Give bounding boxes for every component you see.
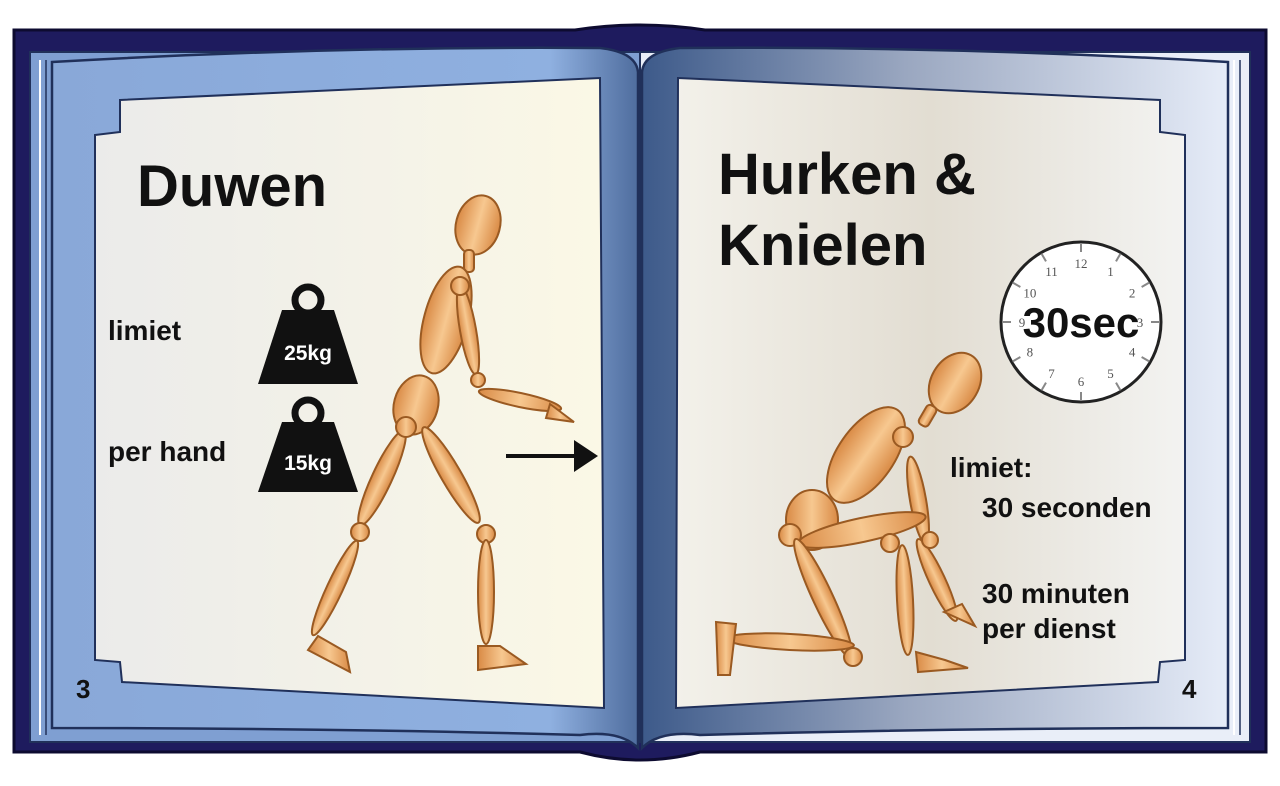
right-title-line1: Hurken & — [718, 142, 976, 207]
clock-number: 12 — [1075, 256, 1088, 271]
left-page-title: Duwen — [137, 154, 328, 219]
per-hand-label: per hand — [108, 436, 227, 467]
left-page-number: 3 — [76, 674, 91, 704]
limit-seconds: 30 seconden — [982, 492, 1152, 523]
clock-label: 30sec — [1022, 299, 1140, 346]
clock-number: 6 — [1078, 374, 1085, 389]
clock-number: 2 — [1129, 286, 1136, 301]
clock-number: 5 — [1107, 366, 1114, 381]
clock-icon — [999, 240, 1163, 404]
right-page-title: Hurken & Knielen — [718, 140, 976, 282]
weight-15kg-icon — [258, 396, 358, 492]
clock-tick — [1012, 281, 1021, 288]
clock-tick — [1115, 382, 1122, 391]
limit-label: limiet — [108, 315, 182, 346]
clock-tick — [1141, 356, 1150, 363]
clock-number: 11 — [1045, 264, 1058, 279]
wooden-mannequin-kneeling-icon — [714, 351, 983, 676]
clock-number: 10 — [1023, 286, 1036, 301]
clock-number: 7 — [1048, 366, 1055, 381]
clock-tick — [1040, 253, 1047, 262]
clock-number: 9 — [1019, 315, 1026, 330]
clock-number: 1 — [1107, 264, 1114, 279]
clock-tick — [1040, 382, 1047, 391]
wooden-mannequin-pushing-icon — [306, 194, 575, 674]
right-title-line2: Knielen — [718, 212, 928, 278]
clock-tick — [1012, 356, 1021, 363]
push-arrow-icon — [506, 440, 598, 472]
limit-minutes-line2: per dienst — [982, 613, 1116, 644]
weight-25kg-label: 25kg — [284, 342, 332, 365]
clock-number: 3 — [1137, 315, 1144, 330]
weight-15kg-label: 15kg — [284, 452, 332, 475]
clock-number: 8 — [1027, 345, 1034, 360]
limit-minutes-line1: 30 minuten — [982, 578, 1130, 609]
clock-number: 4 — [1129, 345, 1136, 360]
clock-tick — [1141, 281, 1150, 288]
clock-tick — [1115, 253, 1122, 262]
limit-minutes: 30 minuten per dienst — [982, 576, 1130, 646]
right-limit-label: limiet: — [950, 452, 1033, 483]
right-page-number: 4 — [1182, 674, 1197, 704]
weight-25kg-icon — [258, 283, 358, 384]
